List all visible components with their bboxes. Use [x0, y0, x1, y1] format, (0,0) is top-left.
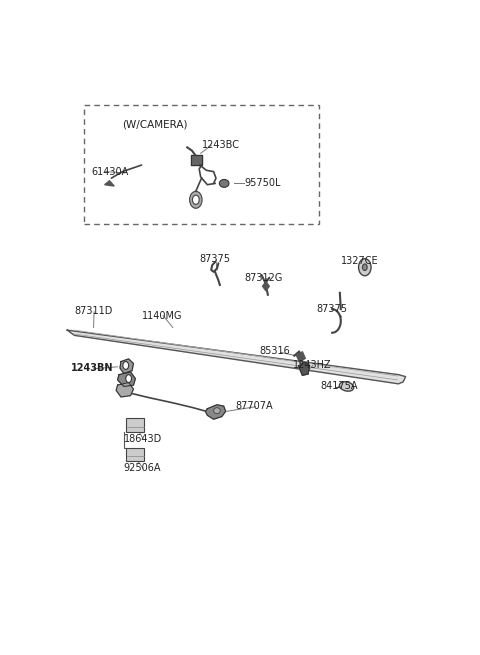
Ellipse shape — [219, 179, 229, 187]
Polygon shape — [116, 383, 133, 397]
Text: (W/CAMERA): (W/CAMERA) — [122, 119, 188, 130]
Text: 1327CE: 1327CE — [341, 255, 378, 266]
Text: 1243BC: 1243BC — [202, 140, 240, 151]
Text: 18643D: 18643D — [124, 434, 162, 444]
Circle shape — [126, 375, 132, 383]
Text: 61430A: 61430A — [91, 166, 129, 177]
Polygon shape — [299, 362, 310, 375]
Polygon shape — [297, 352, 305, 362]
Bar — [126, 418, 144, 432]
Text: 87707A: 87707A — [235, 401, 273, 411]
Text: 87375: 87375 — [199, 254, 230, 265]
Bar — [191, 155, 202, 165]
Circle shape — [362, 264, 367, 271]
Circle shape — [123, 362, 129, 369]
Bar — [126, 448, 144, 461]
Ellipse shape — [214, 407, 220, 414]
Text: 87312G: 87312G — [245, 272, 283, 283]
Circle shape — [359, 259, 371, 276]
Text: 95750L: 95750L — [245, 178, 281, 189]
Ellipse shape — [339, 382, 354, 391]
Text: 87311D: 87311D — [74, 306, 113, 316]
Text: 92506A: 92506A — [124, 462, 161, 473]
Text: 87375: 87375 — [317, 304, 348, 314]
Text: 84175A: 84175A — [321, 381, 358, 392]
Polygon shape — [205, 405, 226, 419]
Text: 85316: 85316 — [259, 346, 290, 356]
Bar — [84, 105, 319, 224]
Text: 1243BN: 1243BN — [71, 363, 114, 373]
Circle shape — [192, 195, 199, 204]
Polygon shape — [120, 359, 133, 373]
Polygon shape — [263, 282, 269, 291]
Polygon shape — [105, 181, 114, 186]
Text: 1243HZ: 1243HZ — [293, 360, 331, 370]
Circle shape — [190, 191, 202, 208]
Polygon shape — [118, 372, 135, 386]
Text: 1140MG: 1140MG — [142, 310, 182, 321]
Polygon shape — [67, 330, 406, 384]
